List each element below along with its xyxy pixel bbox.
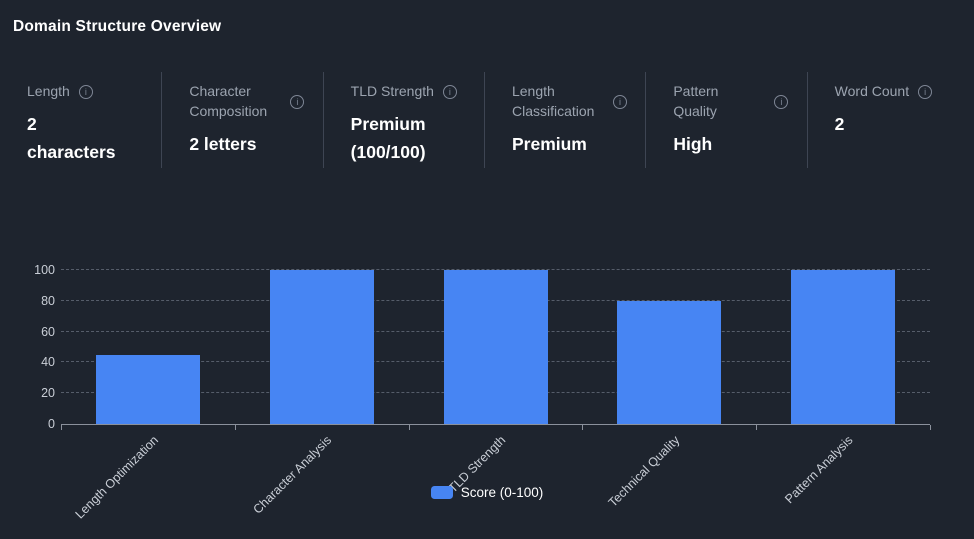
y-tick-label: 0 (48, 417, 55, 431)
stat-label: Character Composition (189, 83, 268, 119)
bar[interactable] (95, 354, 200, 424)
stat-value: 2 characters (27, 113, 116, 162)
x-category-label: Length Optimization (72, 433, 161, 522)
info-icon[interactable]: i (290, 94, 305, 109)
stat-label-row: Pattern Quality i (673, 82, 798, 122)
bar[interactable] (791, 270, 896, 424)
stat-label-row: Length i (27, 82, 153, 102)
y-tick-label: 20 (41, 386, 55, 401)
stats-row: Length i 2 characters Character Composit… (0, 72, 968, 168)
stat-label-row: Word Count i (835, 82, 960, 102)
y-tick-label: 80 (41, 293, 55, 308)
info-icon[interactable]: i (612, 94, 627, 109)
stat-value: Premium (100/100) (350, 113, 426, 162)
stat-label-row: Character Composition i (189, 82, 314, 122)
gridline (61, 392, 930, 394)
x-axis-tick (582, 425, 584, 430)
info-icon[interactable]: i (442, 84, 457, 99)
stat-label-row: TLD Strength i (351, 82, 476, 102)
x-axis-tick (756, 425, 758, 430)
chart-legend[interactable]: Score (0-100) (0, 485, 974, 500)
info-icon[interactable]: i (918, 84, 933, 99)
bar[interactable] (617, 300, 722, 424)
stat-label-row: Length Classification i (512, 82, 637, 122)
gridline (61, 330, 930, 332)
stat-label: Length (27, 83, 70, 99)
stat-character-composition: Character Composition i 2 letters (161, 72, 322, 168)
x-axis-tick (61, 425, 62, 430)
stat-tld-strength: TLD Strength i Premium (100/100) (322, 72, 484, 168)
y-tick-label: 60 (41, 324, 55, 339)
stat-value: 2 (834, 113, 845, 134)
page-title: Domain Structure Overview (13, 18, 222, 35)
legend-label: Score (0-100) (460, 485, 544, 500)
stat-value: 2 letters (189, 133, 257, 154)
stat-length-classification: Length Classification i Premium (483, 72, 645, 168)
gridline (61, 269, 930, 270)
x-axis-tick (408, 425, 410, 430)
stat-label: Pattern Quality (673, 83, 719, 119)
stat-pattern-quality: Pattern Quality i High (645, 72, 806, 168)
info-icon[interactable]: i (774, 94, 789, 109)
stat-value: Premium (511, 133, 587, 154)
x-axis-tick (930, 425, 931, 430)
stat-value: High (673, 133, 713, 154)
stat-length: Length i 2 characters (0, 72, 161, 168)
gridline (61, 299, 930, 301)
x-axis-line (61, 424, 930, 425)
info-icon[interactable]: i (78, 84, 93, 99)
stat-label: TLD Strength (350, 83, 434, 99)
y-tick-label: 40 (41, 355, 55, 370)
bar[interactable] (269, 270, 374, 424)
stat-word-count: Word Count i 2 (806, 72, 968, 168)
stat-label: Word Count (834, 83, 910, 99)
gridline (61, 361, 930, 363)
stat-label: Length Classification (511, 83, 595, 119)
bar[interactable] (443, 270, 548, 424)
y-tick-label: 100 (34, 263, 55, 277)
x-category-label: Character Analysis (251, 433, 335, 517)
x-axis-tick (234, 425, 236, 430)
legend-swatch (430, 486, 453, 499)
plot-area (61, 269, 931, 430)
